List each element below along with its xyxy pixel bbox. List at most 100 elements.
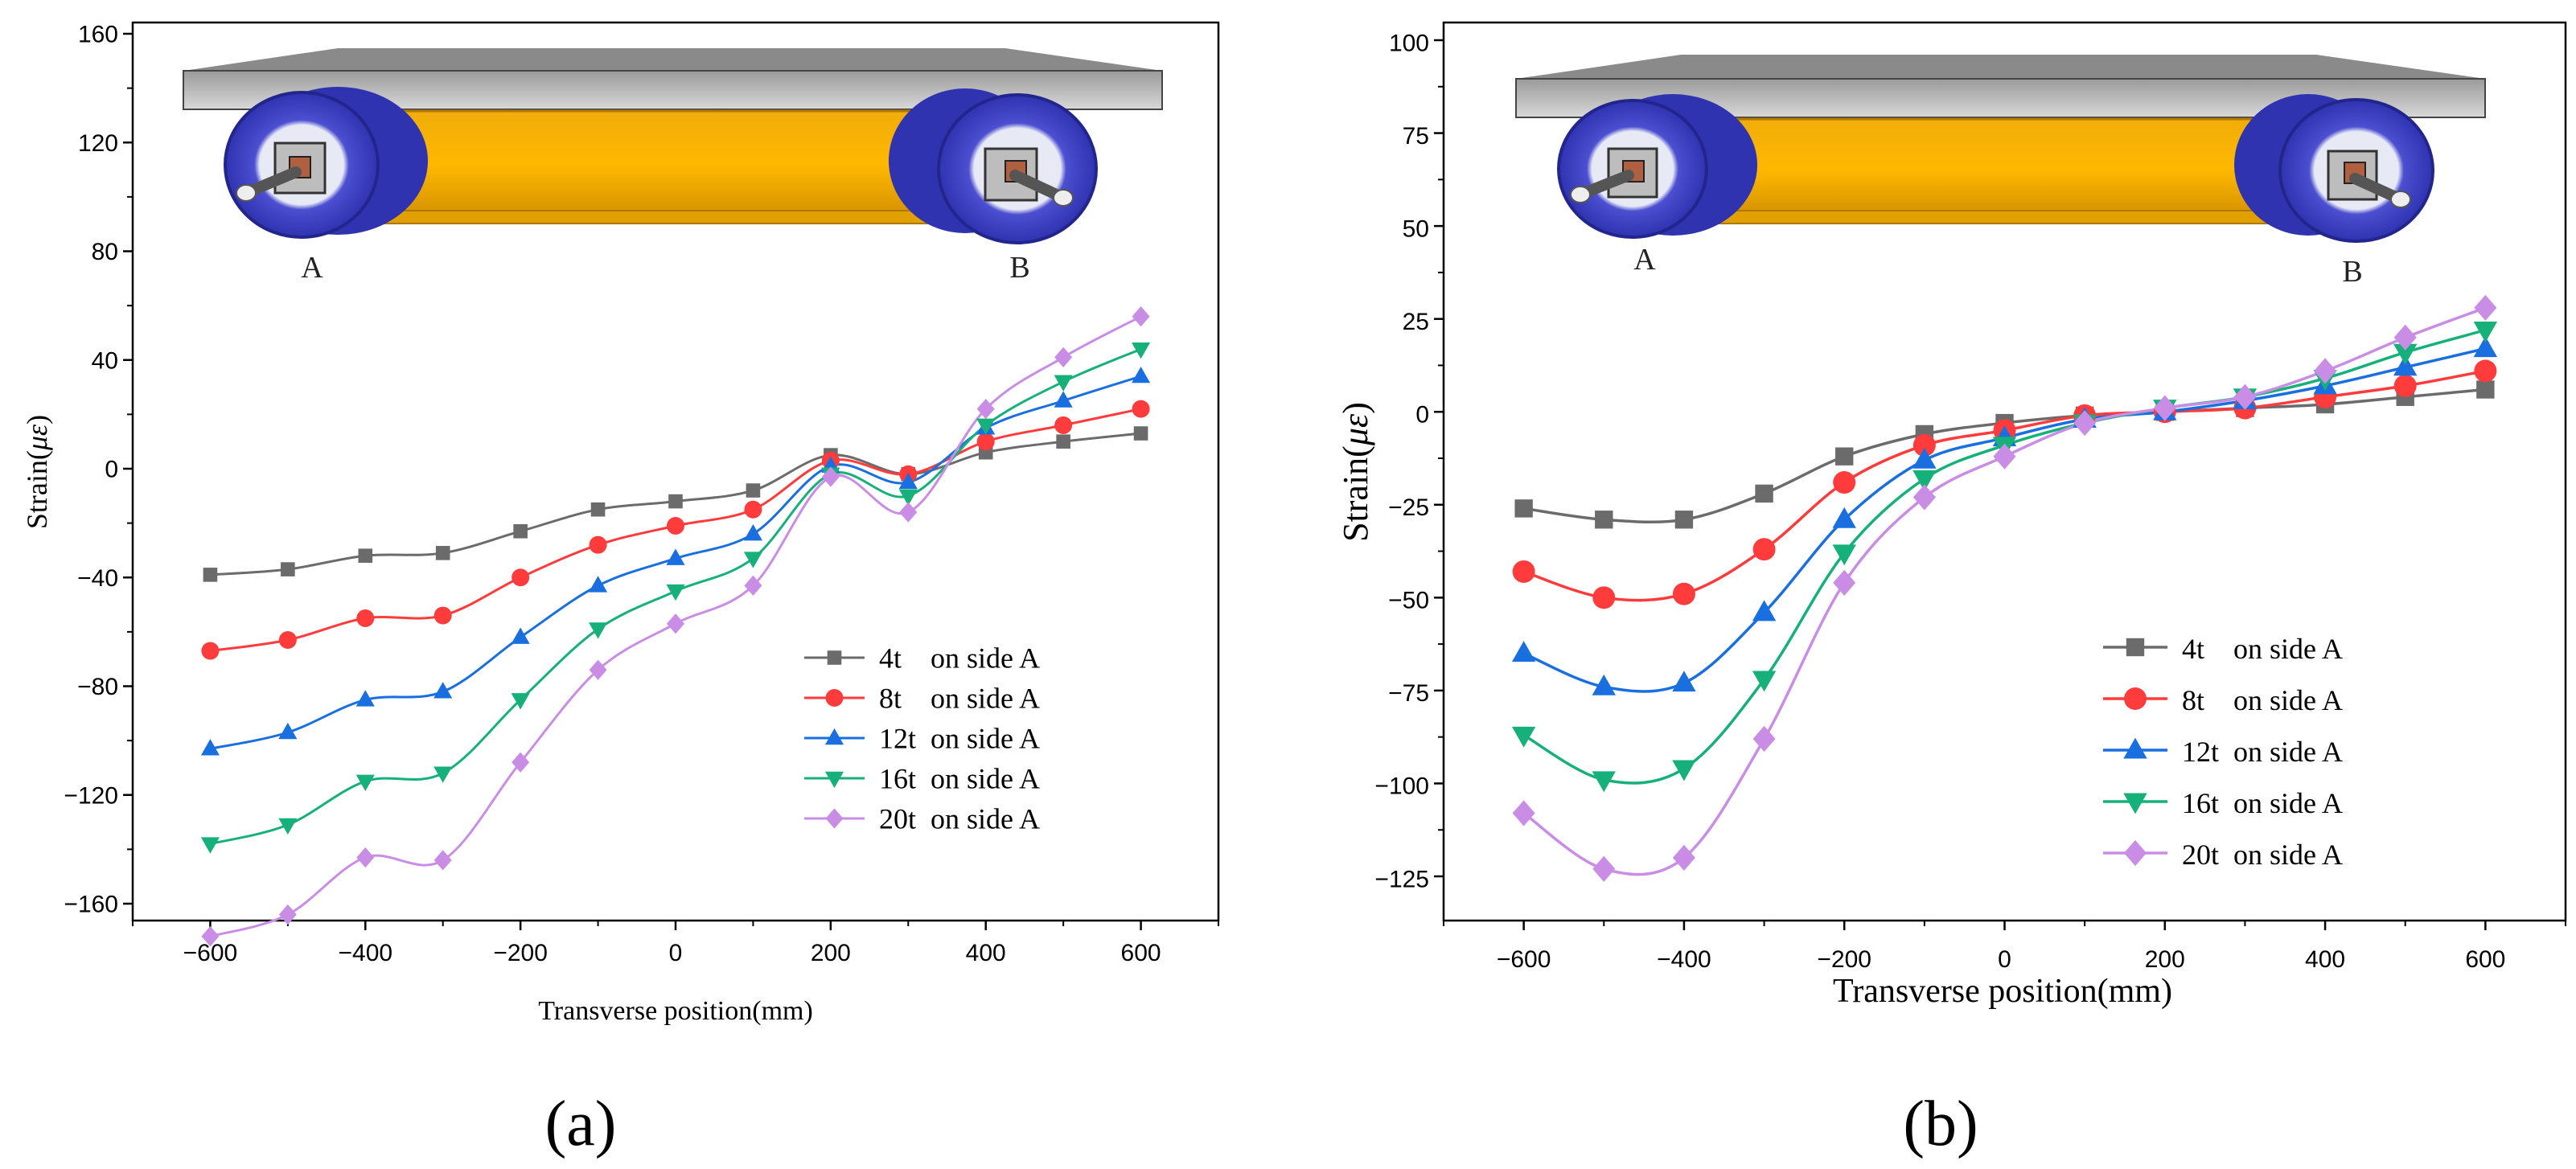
data-point-b-3 xyxy=(2473,322,2498,342)
data-point-b-0 xyxy=(1755,484,1773,503)
data-point-a-0 xyxy=(1056,434,1070,449)
y-axis-label-b: Strain(με) xyxy=(1336,402,1375,542)
x-tick-label-a: −400 xyxy=(338,940,392,966)
girder-bottom-b xyxy=(1680,210,2277,224)
y-tick-label-a: 80 xyxy=(92,239,118,265)
legend-label-a: 8t on side A xyxy=(879,683,1040,715)
y-axis-label-unit-a: με xyxy=(21,424,53,451)
axle-cap-left-a xyxy=(236,184,257,202)
y-tick-label-b: −125 xyxy=(1374,866,1429,892)
data-point-a-1 xyxy=(1132,400,1150,418)
data-point-a-2 xyxy=(278,722,298,740)
data-point-b-2 xyxy=(1912,447,1937,469)
x-axis-label-b: Transverse position(mm) xyxy=(1833,973,2172,1010)
data-point-b-0 xyxy=(1514,499,1533,518)
data-point-a-1 xyxy=(976,433,995,451)
y-tick-label-a: 160 xyxy=(78,22,118,48)
data-point-a-4 xyxy=(744,575,762,597)
legend-marker-a xyxy=(824,728,844,745)
data-point-b-3 xyxy=(1511,726,1536,748)
data-point-b-4 xyxy=(1672,844,1695,871)
legend-marker-b xyxy=(2124,687,2147,710)
legend-marker-a xyxy=(824,771,844,789)
data-point-b-2 xyxy=(1511,641,1536,662)
data-point-a-1 xyxy=(356,609,375,627)
x-tick-label-a: 200 xyxy=(811,940,851,966)
x-tick-label-b: −400 xyxy=(1657,946,1711,973)
data-point-b-2 xyxy=(2473,336,2498,358)
data-point-a-2 xyxy=(200,739,220,756)
data-point-a-2 xyxy=(355,690,375,707)
data-point-b-2 xyxy=(2393,355,2418,376)
data-point-a-2 xyxy=(743,524,762,541)
data-point-b-2 xyxy=(1672,671,1696,692)
data-point-a-3 xyxy=(666,584,685,601)
data-point-b-4 xyxy=(1592,855,1616,882)
y-tick-label-b: −75 xyxy=(1388,680,1429,707)
axle-cap-left-b xyxy=(1570,186,1591,203)
caption-a: (a) xyxy=(545,1089,617,1159)
x-tick-label-a: 600 xyxy=(1121,940,1161,966)
data-point-b-3 xyxy=(1752,671,1777,692)
y-tick-label-b: 75 xyxy=(1403,123,1429,150)
data-point-b-2 xyxy=(1752,600,1777,621)
data-point-b-3 xyxy=(1672,760,1696,781)
data-point-b-4 xyxy=(2314,358,2337,384)
data-point-b-4 xyxy=(2153,395,2176,421)
data-point-a-4 xyxy=(1132,306,1150,327)
y-tick-label-a: 120 xyxy=(78,130,118,157)
axle-cap-right-b xyxy=(2390,191,2411,208)
data-point-a-3 xyxy=(278,818,298,835)
legend-label-b: 12t on side A xyxy=(2182,736,2343,768)
y-tick-label-a: −120 xyxy=(64,782,118,809)
data-point-a-0 xyxy=(513,523,528,539)
x-tick-label-b: −200 xyxy=(1817,946,1871,973)
data-point-a-1 xyxy=(278,631,297,650)
x-tick-label-b: 0 xyxy=(1998,946,2011,973)
legend-marker-b xyxy=(2124,839,2147,867)
y-axis-label-unit-b: με xyxy=(1336,413,1375,446)
data-point-a-2 xyxy=(666,548,685,565)
y-tick-label-a: −160 xyxy=(64,892,118,918)
girder-bottom-a xyxy=(337,210,950,224)
series-line-b-1 xyxy=(1523,369,2486,602)
panel-b: A B −600 −400 −200 0 200 400 600 −125 −100 −75 −50… xyxy=(1336,21,2567,1159)
data-point-a-3 xyxy=(511,693,530,710)
data-point-a-2 xyxy=(1132,366,1151,384)
axis-ticks-b: −600 −400 −200 0 200 400 600 −125 −100 −75 −50 −25 0… xyxy=(1374,30,2566,973)
data-point-b-3 xyxy=(1592,771,1616,793)
data-point-a-0 xyxy=(203,568,218,582)
data-point-b-2 xyxy=(1592,674,1616,695)
y-tick-label-b: −50 xyxy=(1388,588,1429,614)
data-point-a-1 xyxy=(512,568,530,587)
x-tick-label-b: −600 xyxy=(1497,946,1551,973)
data-point-b-4 xyxy=(1833,569,1856,596)
data-point-a-4 xyxy=(356,847,375,868)
deck-slab-top-a xyxy=(183,48,1162,71)
data-point-b-1 xyxy=(1752,538,1776,561)
data-point-b-1 xyxy=(1912,433,1936,457)
y-tick-label-b: −100 xyxy=(1374,773,1429,800)
y-tick-label-b: 100 xyxy=(1389,30,1429,56)
series-markers-a xyxy=(200,306,1151,947)
panel-a: A B −600 −400 −200 0 200 400 600−160−120−80−40… xyxy=(21,22,1220,1159)
data-point-b-1 xyxy=(2393,374,2417,397)
data-point-b-4 xyxy=(1912,484,1936,511)
data-point-a-4 xyxy=(976,398,995,420)
bridge-schematic-b: A B xyxy=(1515,55,2486,289)
data-point-a-4 xyxy=(433,850,452,871)
data-point-b-1 xyxy=(1672,582,1695,605)
data-point-a-0 xyxy=(281,562,295,576)
data-point-b-4 xyxy=(1512,800,1535,827)
y-tick-label-b: 0 xyxy=(1415,402,1429,429)
data-point-a-3 xyxy=(1132,342,1151,359)
legend-marker-b xyxy=(2123,793,2147,814)
data-point-b-4 xyxy=(2233,384,2257,410)
label-side-b-b: B xyxy=(2342,255,2362,289)
caption-b: (b) xyxy=(1903,1089,1978,1159)
y-axis-label-prefix-b: Strain( xyxy=(1336,445,1375,542)
y-axis-label-suffix-a: ) xyxy=(21,415,53,425)
data-point-a-4 xyxy=(1054,347,1073,368)
data-point-a-3 xyxy=(433,766,453,783)
data-point-a-2 xyxy=(433,682,453,699)
